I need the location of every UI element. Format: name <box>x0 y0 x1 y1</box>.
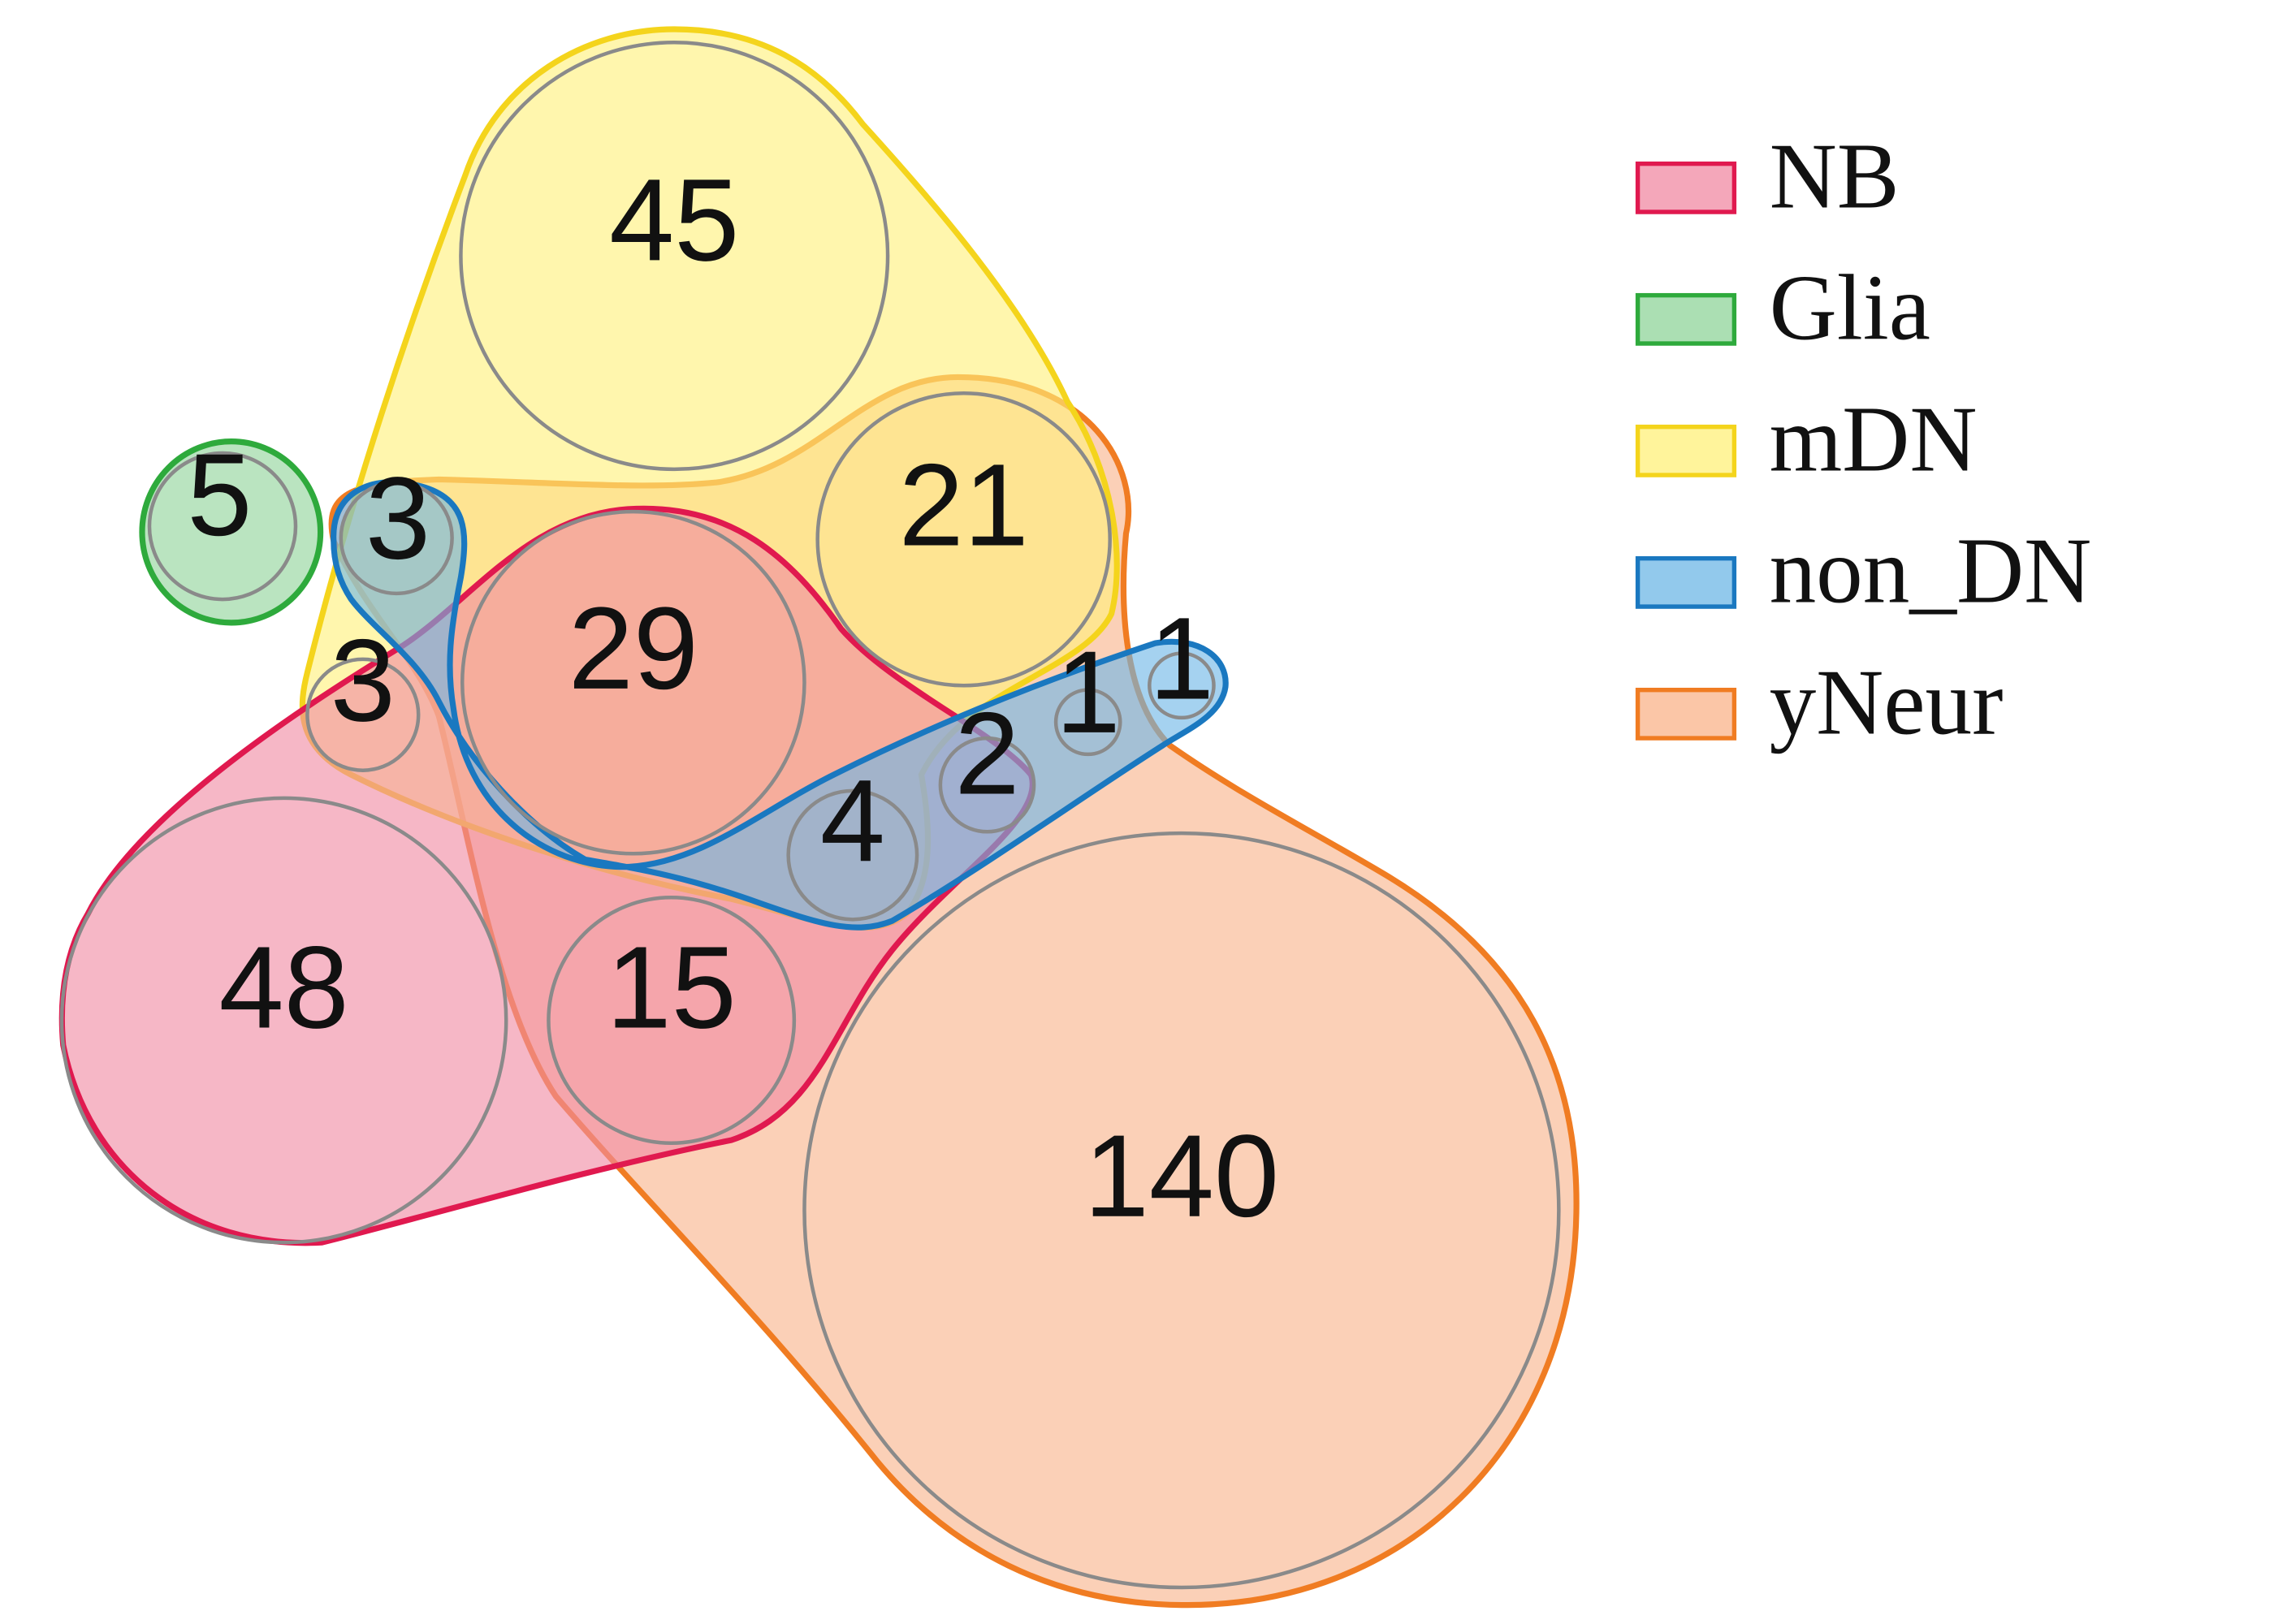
count-nb-nondn-yneur: 2 <box>954 688 1019 818</box>
legend-swatch-glia <box>1635 292 1737 346</box>
legend-item-mdn: mDN <box>1635 387 1978 491</box>
region-circle-glia-only <box>147 451 298 602</box>
region-circle-nondn-only <box>1148 651 1216 720</box>
count-nondn-yneur: 1 <box>1056 627 1121 758</box>
count-nb-only: 48 <box>219 922 349 1053</box>
region-circle-yneur-only <box>802 831 1561 1590</box>
legend-item-nondn: non_DN <box>1635 519 2092 623</box>
legend-label-glia: Glia <box>1770 256 1930 360</box>
region-circle-nb-only <box>59 796 508 1245</box>
legend-item-nb: NB <box>1635 124 1900 228</box>
count-mdn-yneur-small: 3 <box>331 615 396 745</box>
region-circle-nb-nondn-yneur <box>938 736 1036 834</box>
region-circle-nb-yneur <box>547 896 797 1145</box>
region-circle-mdn-yneur <box>815 391 1112 688</box>
legend-label-mdn: mDN <box>1770 387 1978 491</box>
legend-label-nb: NB <box>1770 124 1900 228</box>
legend-swatch-nondn <box>1635 555 1737 609</box>
region-circle-mdn-nondn-yneur <box>339 480 454 596</box>
legend-label-nondn: non_DN <box>1770 519 2092 623</box>
region-circle-lower <box>786 788 919 922</box>
count-mdn-yneur: 21 <box>899 439 1029 570</box>
count-glia-only: 5 <box>187 430 252 560</box>
count-nb-yneur: 15 <box>607 922 737 1053</box>
legend-label-yneur: yNeur <box>1770 650 2004 754</box>
count-lower: 4 <box>820 755 885 886</box>
legend-item-yneur: yNeur <box>1635 650 2004 754</box>
count-yneur-only: 140 <box>1084 1111 1279 1242</box>
region-circle-mdn-only <box>459 40 890 472</box>
region-circle-core <box>460 509 806 856</box>
legend: NB Glia mDN non_DN yNeur <box>1635 124 2092 754</box>
region-circle-mdn-yneur-small <box>305 657 421 772</box>
legend-item-glia: Glia <box>1635 256 1930 360</box>
count-mdn-only: 45 <box>609 154 739 285</box>
count-nondn-only: 1 <box>1149 593 1214 723</box>
legend-swatch-nb <box>1635 161 1737 214</box>
legend-swatch-mdn <box>1635 424 1737 477</box>
count-mdn-nondn-yneur: 3 <box>365 453 430 584</box>
count-core: 29 <box>568 583 698 714</box>
legend-swatch-yneur <box>1635 687 1737 741</box>
region-circle-nondn-yneur <box>1053 688 1122 757</box>
